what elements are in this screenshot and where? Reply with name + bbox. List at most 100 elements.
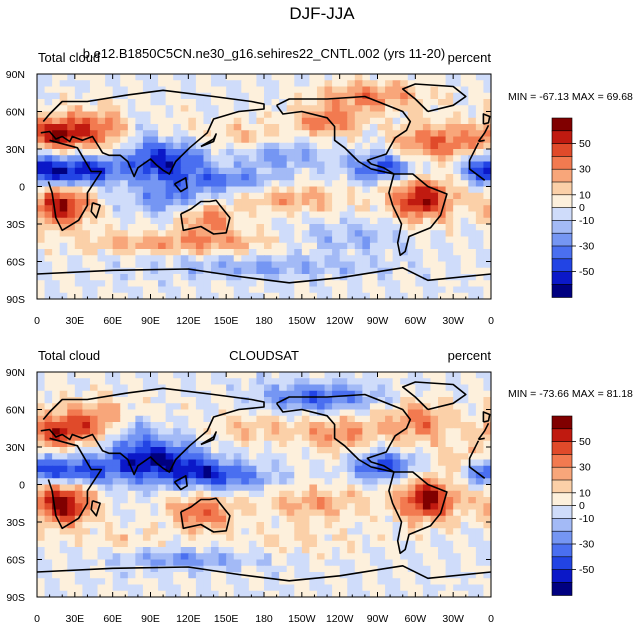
field-cell [37,124,46,131]
field-cell [332,261,341,269]
field-cell [158,261,167,269]
field-cell [362,390,371,398]
field-cell [422,117,432,125]
field-cell [407,161,416,169]
field-cell [430,409,439,417]
field-cell [453,124,462,131]
field-cell [127,261,136,269]
field-cell [59,105,68,113]
field-cell [256,515,265,523]
field-cell [407,565,416,573]
field-cell [180,111,189,119]
field-cell [309,553,318,561]
field-cell [369,205,379,213]
field-cell [52,522,61,529]
field-cell [483,484,491,492]
field-cell [59,255,68,263]
field-cell [392,378,401,386]
field-cell [97,534,106,542]
field-cell [430,478,439,486]
field-cell [430,522,439,529]
field-cell [105,428,114,436]
field-cell [453,80,462,88]
field-cell [127,578,136,586]
field-cell [195,540,205,548]
field-cell [74,205,83,213]
field-cell [165,390,174,398]
field-cell [377,80,386,88]
field-cell [142,155,152,163]
field-cell [180,497,189,504]
field-cell [468,384,477,392]
field-cell [407,292,416,299]
field-cell [173,180,182,188]
field-cell [241,205,250,213]
field-cell [339,217,348,225]
field-cell [89,149,99,156]
field-cell [218,224,227,231]
field-cell [347,465,356,473]
field-cell [241,528,250,536]
field-cell [67,578,76,586]
field-cell [286,453,295,461]
field-cell [362,465,371,473]
field-cell [89,161,99,169]
field-cell [362,99,371,106]
field-cell [112,565,121,573]
field-cell [271,403,280,411]
field-cell [120,149,129,156]
field-cell [407,149,416,156]
field-cell [475,553,485,561]
field-cell [59,205,68,213]
field-cell [362,286,371,294]
field-cell [422,130,432,138]
field-cell [142,274,152,281]
field-cell [158,230,167,238]
field-cell [120,484,129,492]
field-cell [264,155,273,163]
field-cell [150,390,159,398]
field-cell [195,553,205,561]
field-cell [256,286,265,294]
field-cell [127,372,136,379]
field-cell [483,105,491,113]
field-cell [226,211,235,219]
field-cell [309,540,318,548]
field-cell [316,372,326,379]
field-cell [468,378,477,386]
field-cell [82,99,91,106]
field-cell [422,472,432,479]
field-cell [279,224,288,231]
field-cell [301,503,310,511]
field-cell [407,497,416,504]
field-cell [150,372,159,379]
field-cell [89,249,99,256]
field-cell [377,86,386,94]
field-cell [324,130,333,138]
field-cell [468,186,477,194]
field-cell [203,149,212,156]
field-cell [453,515,462,523]
field-cell [158,459,167,467]
field-cell [188,161,197,169]
field-cell [279,236,288,244]
field-cell [332,92,341,100]
field-cell [332,286,341,294]
field-cell [180,572,189,579]
field-cell [301,286,310,294]
field-cell [324,99,333,106]
field-cell [430,74,439,81]
field-cell [180,559,189,567]
field-cell [37,384,46,392]
field-cell [294,447,303,454]
field-cell [475,142,485,150]
field-cell [112,192,121,200]
field-cell [483,180,491,188]
field-cell [339,92,348,100]
field-cell [445,422,454,429]
field-cell [339,472,348,479]
field-cell [407,236,416,244]
field-cell [112,224,121,231]
field-cell [475,409,485,417]
field-cell [37,230,46,238]
